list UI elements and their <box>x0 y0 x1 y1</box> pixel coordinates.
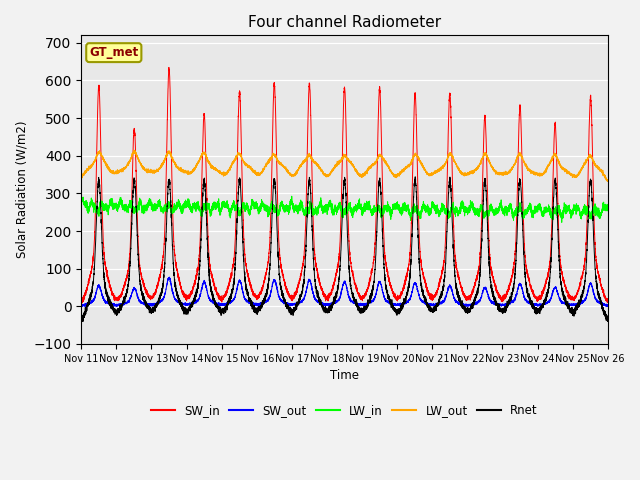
LW_out <box>582 160 589 166</box>
LW_out <box>477 158 485 164</box>
SW_in <box>477 232 485 238</box>
LW_out <box>130 147 138 153</box>
LW_out <box>326 170 334 176</box>
SW_in <box>604 298 612 303</box>
LW_in <box>326 200 334 206</box>
SW_out <box>604 302 612 308</box>
LW_in <box>575 205 583 211</box>
Line: SW_in: SW_in <box>81 67 608 303</box>
Rnet <box>412 174 419 180</box>
SW_out <box>77 303 85 309</box>
LW_in <box>604 206 612 212</box>
LW_in <box>558 219 566 225</box>
LW_in <box>77 198 85 204</box>
Line: LW_out: LW_out <box>81 150 608 181</box>
Line: Rnet: Rnet <box>81 177 608 322</box>
Text: GT_met: GT_met <box>89 46 138 59</box>
LW_in <box>288 193 296 199</box>
SW_out <box>477 295 485 301</box>
SW_in <box>582 249 589 255</box>
Rnet <box>326 306 334 312</box>
SW_in <box>77 297 85 303</box>
SW_out <box>575 301 583 307</box>
Rnet <box>77 319 85 324</box>
SW_in <box>575 283 583 289</box>
Y-axis label: Solar Radiation (W/m2): Solar Radiation (W/m2) <box>15 121 28 258</box>
Rnet <box>575 300 583 306</box>
SW_out <box>582 296 589 301</box>
Rnet <box>477 252 485 257</box>
Rnet <box>257 303 264 309</box>
SW_out <box>257 300 264 306</box>
SW_out <box>166 274 173 280</box>
LW_out <box>604 177 612 183</box>
LW_out <box>257 171 264 177</box>
SW_out <box>326 301 334 307</box>
SW_in <box>78 300 86 306</box>
LW_in <box>256 203 264 209</box>
Legend: SW_in, SW_out, LW_in, LW_out, Rnet: SW_in, SW_out, LW_in, LW_out, Rnet <box>147 399 543 421</box>
LW_out <box>462 171 470 177</box>
X-axis label: Time: Time <box>330 369 359 382</box>
Line: SW_out: SW_out <box>81 277 608 307</box>
Line: LW_in: LW_in <box>81 196 608 222</box>
LW_out <box>77 175 85 180</box>
LW_in <box>477 205 485 211</box>
LW_out <box>604 179 611 184</box>
SW_out <box>462 302 470 308</box>
SW_out <box>604 304 611 310</box>
LW_in <box>582 212 589 218</box>
Rnet <box>77 317 85 323</box>
SW_in <box>257 291 264 297</box>
Rnet <box>463 308 470 314</box>
LW_out <box>575 169 583 175</box>
LW_in <box>462 204 470 210</box>
SW_in <box>327 292 335 298</box>
Rnet <box>604 317 612 323</box>
SW_in <box>463 295 470 300</box>
Rnet <box>582 270 589 276</box>
Title: Four channel Radiometer: Four channel Radiometer <box>248 15 441 30</box>
SW_in <box>165 64 173 70</box>
